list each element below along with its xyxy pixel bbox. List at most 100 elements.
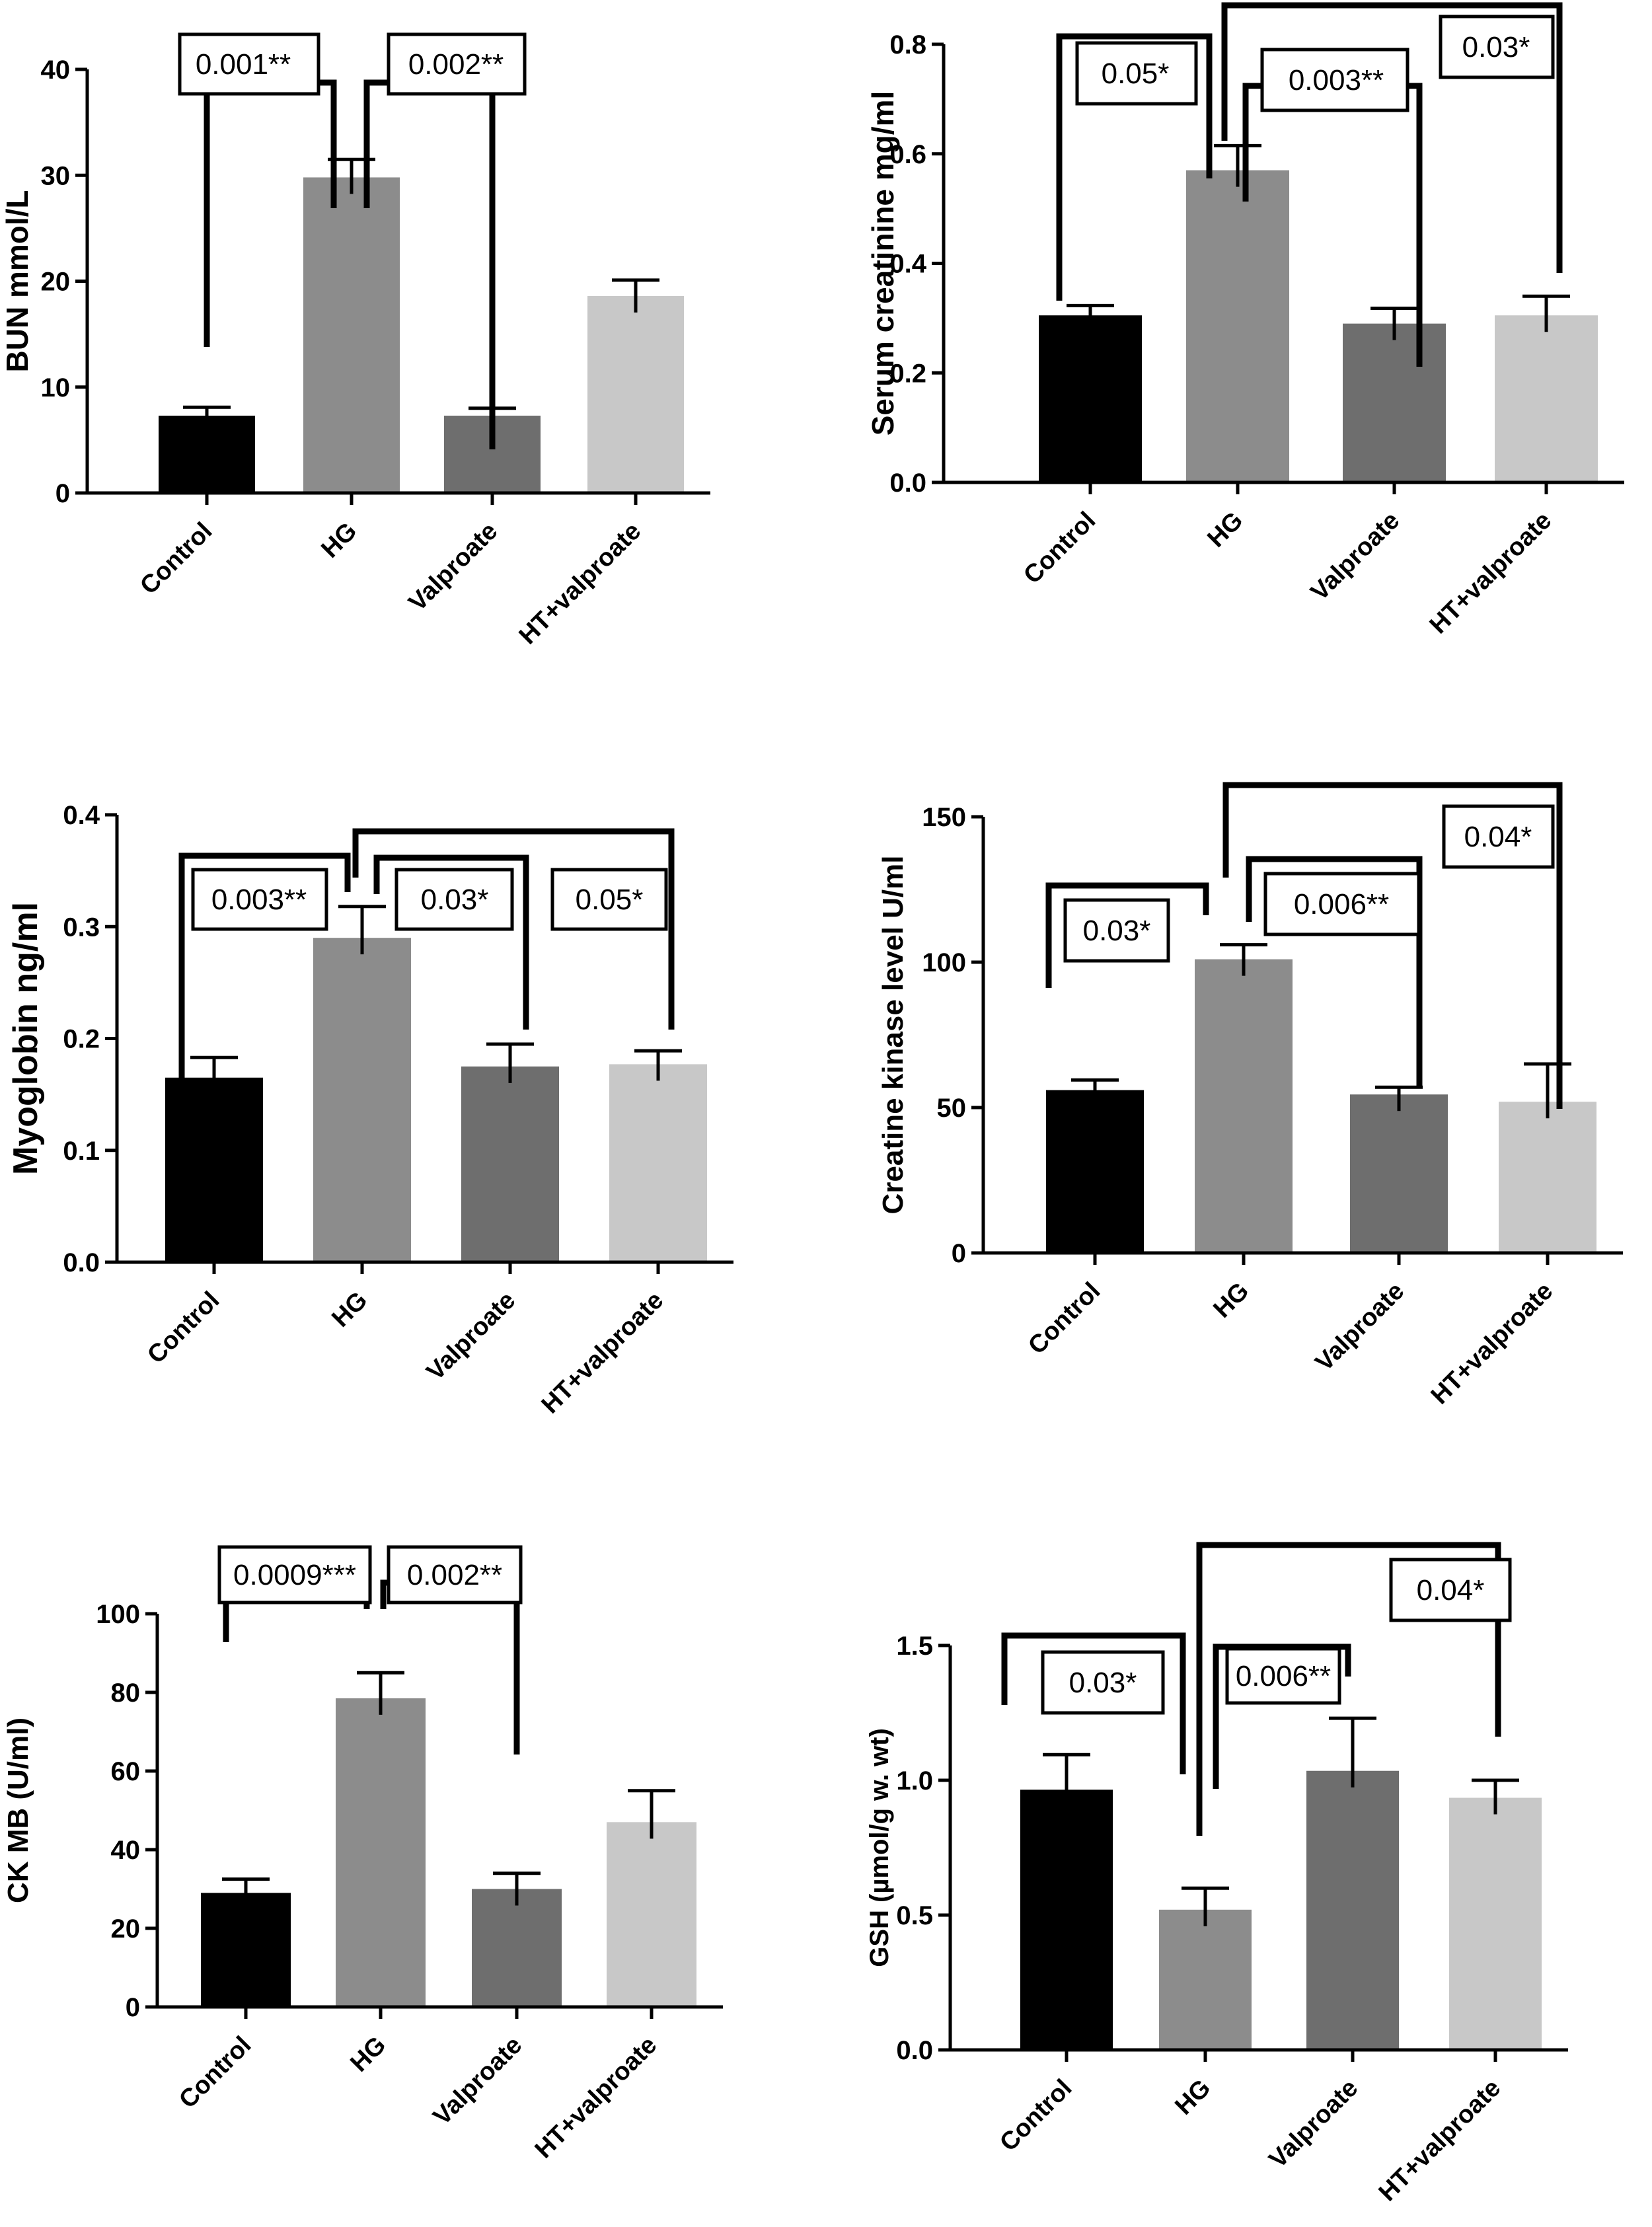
chart-panel-1: 0 10 20 30 40 Control HG Valproate HT+valproate B… <box>0 32 710 650</box>
significance-label: 0.03* <box>1069 1667 1137 1699</box>
significance-label: 0.002** <box>408 48 504 81</box>
y-tick-label: 20 <box>41 268 71 297</box>
chart-panel-2: 0.0 0.2 0.4 0.6 0.8 Control HG Valproate HT+valp… <box>866 2 1624 640</box>
y-axis-title: Serum creatinine mg/ml <box>866 91 900 436</box>
x-tick-label: HG <box>1202 507 1248 553</box>
significance-box <box>1041 1650 1165 1715</box>
x-tick-label: HT+valproate <box>1425 507 1558 640</box>
y-tick-label: 150 <box>922 803 966 832</box>
x-tick-label: Valproate <box>404 517 504 617</box>
significance-box <box>1063 898 1170 963</box>
x-tick-label: HG <box>316 517 362 564</box>
x-tick-label: HG <box>345 2031 391 2078</box>
x-tick-label: HG <box>326 1287 373 1333</box>
significance-box <box>394 868 514 931</box>
bar-4 <box>1449 1797 1542 2050</box>
significance-label: 0.006** <box>1236 1660 1331 1692</box>
y-tick-label: 0 <box>952 1239 966 1268</box>
y-tick-label: 0.0 <box>896 2036 933 2065</box>
y-tick-label: 0.0 <box>63 1248 100 1277</box>
significance-label: 0.003** <box>211 884 307 916</box>
significance-bracket <box>352 828 675 1030</box>
y-axis-title: Myoglobin ng/ml <box>7 902 45 1175</box>
significance-label: 0.05* <box>576 884 644 916</box>
significance-bracket <box>1222 782 1563 1109</box>
y-tick-label: 0.2 <box>63 1025 100 1054</box>
y-tick-label: 20 <box>111 1914 141 1944</box>
y-tick-label: 60 <box>111 1757 141 1786</box>
significance-bracket <box>373 854 529 1030</box>
bar-3 <box>1350 1094 1448 1253</box>
significance-box <box>178 32 320 96</box>
y-tick-label: 1.0 <box>896 1766 933 1795</box>
significance-label: 0.03* <box>1462 31 1530 63</box>
significance-box <box>1442 804 1555 869</box>
significance-label: 0.04* <box>1464 821 1532 853</box>
bar-4 <box>1499 1102 1596 1253</box>
x-tick-label: Control <box>174 2031 256 2114</box>
y-tick-label: 100 <box>922 948 966 977</box>
x-tick-label: Control <box>135 517 217 600</box>
y-tick-label: 0.0 <box>889 469 926 498</box>
bar-2 <box>1186 170 1289 482</box>
x-tick-label: Valproate <box>428 2031 528 2131</box>
x-tick-label: HT+valproate <box>530 2031 663 2164</box>
chart-panel-5: 0 20 40 60 80 100 Control HG Valproate HT+valproa… <box>2 1545 723 2164</box>
significance-box <box>1075 41 1198 106</box>
significance-bracket <box>1045 882 1209 988</box>
bar-1 <box>1020 1790 1113 2050</box>
bar-2 <box>303 177 400 493</box>
y-axis-title: Creatine kinase level U/ml <box>877 856 909 1215</box>
significance-box <box>217 1545 372 1604</box>
bar-2 <box>1159 1909 1252 2050</box>
y-axis-title: GSH (µmol/g w. wt) <box>865 1728 894 1967</box>
significance-label: 0.04* <box>1417 1574 1485 1606</box>
x-tick-label: Control <box>1018 507 1101 589</box>
y-tick-label: 0.4 <box>63 801 100 830</box>
bar-3 <box>472 1889 562 2007</box>
chart-panel-4: 0 50 100 150 Control HG Valproate HT+valproate C… <box>877 782 1623 1410</box>
y-tick-label: 0 <box>126 1993 140 2022</box>
significance-label: 0.05* <box>1102 57 1170 90</box>
y-tick-label: 80 <box>111 1679 141 1708</box>
x-tick-label: Control <box>995 2074 1077 2157</box>
bar-2 <box>336 1698 426 2007</box>
bar-2 <box>1195 959 1293 1253</box>
y-tick-label: 0.2 <box>889 359 926 388</box>
significance-label: 0.002** <box>407 1559 502 1591</box>
y-tick-label: 0.6 <box>889 140 926 169</box>
significance-bracket <box>1221 2 1563 273</box>
y-tick-label: 0 <box>56 479 70 508</box>
significance-box <box>387 1545 523 1604</box>
significance-bracket <box>1001 1632 1186 1774</box>
bar-4 <box>1495 315 1598 482</box>
y-tick-label: 0.5 <box>896 1901 933 1930</box>
y-tick-label: 30 <box>41 161 71 190</box>
x-tick-label: Valproate <box>1310 1277 1410 1377</box>
bar-1 <box>165 1077 263 1262</box>
x-tick-label: HG <box>1170 2074 1216 2121</box>
bar-1 <box>1039 315 1142 482</box>
bar-4 <box>587 295 684 493</box>
significance-box <box>191 868 328 931</box>
y-tick-label: 40 <box>111 1836 141 1865</box>
significance-label: 0.006** <box>1294 888 1389 921</box>
significance-box <box>1439 15 1555 79</box>
significance-label: 0.001** <box>196 48 291 81</box>
bar-2 <box>313 938 411 1262</box>
significance-bracket <box>178 852 351 1094</box>
bar-4 <box>607 1822 696 2007</box>
chart-panel-3: 0.0 0.1 0.2 0.3 0.4 Control HG Valproate HT+valp… <box>7 801 733 1419</box>
significance-box <box>387 32 527 96</box>
significance-label: 0.03* <box>1083 915 1151 947</box>
significance-bracket <box>1213 1643 1351 1789</box>
bar-1 <box>201 1893 291 2007</box>
x-tick-label: HG <box>1208 1277 1254 1324</box>
x-tick-label: Valproate <box>1264 2074 1364 2174</box>
y-tick-label: 0.4 <box>889 250 926 279</box>
x-tick-label: HT+valproate <box>514 517 647 650</box>
significance-label: 0.0009*** <box>233 1559 356 1591</box>
y-tick-label: 0.8 <box>889 30 926 59</box>
significance-box <box>1225 1647 1341 1705</box>
significance-box <box>550 868 668 931</box>
